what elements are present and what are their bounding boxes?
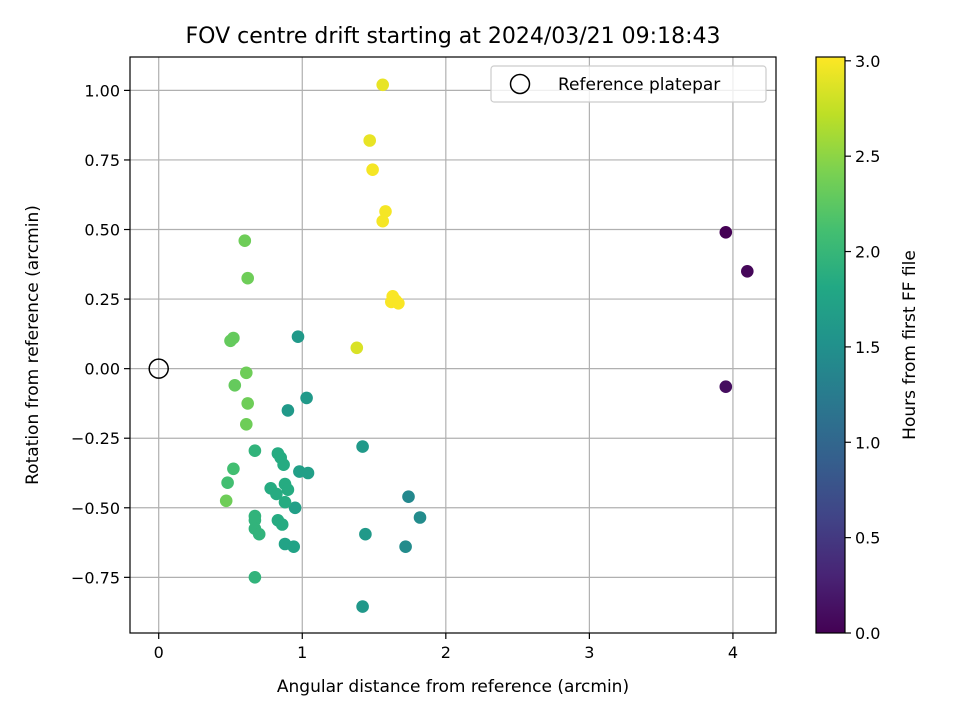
scatter-point xyxy=(281,404,295,417)
x-axis-ticks: 0 1 2 3 4 xyxy=(154,633,738,662)
scatter-point xyxy=(240,418,253,431)
scatter-point xyxy=(301,466,315,480)
colorbar-label: Hours from first FF file xyxy=(900,250,920,440)
y-tick-label: 0.75 xyxy=(84,151,120,170)
scatter-point xyxy=(399,540,412,553)
scatter-point xyxy=(413,511,427,524)
scatter-point xyxy=(228,379,242,392)
scatter-point xyxy=(392,297,405,310)
reference-platepar-marker xyxy=(148,358,169,379)
scatter-point xyxy=(240,366,253,380)
colorbar-tick-label: 2.5 xyxy=(855,147,880,166)
colorbar-tick-label: 3.0 xyxy=(855,52,880,71)
scatter-point xyxy=(402,490,415,504)
legend-box xyxy=(490,65,767,103)
colorbar: 0.0 0.5 1.0 1.5 2.0 2.5 3.0 Hours from first F… xyxy=(815,52,920,643)
plot-frame xyxy=(129,56,777,634)
scatter-point xyxy=(238,234,252,247)
scatter-point xyxy=(356,440,369,453)
scatter-point xyxy=(379,205,392,218)
scatter-point xyxy=(376,78,390,92)
scatter-point xyxy=(366,163,379,176)
x-tick-label: 3 xyxy=(584,643,594,662)
scatter-point xyxy=(300,391,313,405)
scatter-point xyxy=(291,330,305,344)
y-tick-label: 0.50 xyxy=(84,221,120,240)
scatter-point xyxy=(219,494,233,508)
scatter-point xyxy=(252,527,266,541)
y-tick-label: −0.50 xyxy=(71,499,120,518)
scatter-point xyxy=(719,380,733,394)
x-tick-label: 4 xyxy=(728,643,738,662)
legend-label-reference-platepar: Reference platepar xyxy=(558,75,720,95)
scatter-point xyxy=(278,495,292,509)
scatter-point xyxy=(359,527,372,541)
y-tick-label: 0.25 xyxy=(84,290,120,309)
scatter-point xyxy=(287,540,301,553)
data-points xyxy=(219,78,754,613)
y-axis-ticks: −0.75 −0.50 −0.25 0.00 0.25 0.50 0.75 1.00 xyxy=(71,81,130,587)
y-tick-label: 0.00 xyxy=(84,360,120,379)
reference-marker-group xyxy=(148,358,169,379)
y-tick-label: −0.25 xyxy=(71,429,120,448)
scatter-point xyxy=(248,571,262,584)
scatter-point xyxy=(275,518,289,531)
x-tick-label: 1 xyxy=(297,643,307,662)
scatter-point xyxy=(241,397,254,410)
chart-title: FOV centre drift starting at 2024/03/21 … xyxy=(186,24,721,49)
scatter-point xyxy=(277,458,290,472)
scatter-point xyxy=(227,462,240,476)
legend-marker-open-circle xyxy=(509,73,531,95)
colorbar-tick-label: 0.5 xyxy=(855,529,880,548)
scatter-point xyxy=(350,341,364,355)
colorbar-tick-label: 1.5 xyxy=(855,338,880,357)
scatter-point xyxy=(288,501,302,515)
scatter-point xyxy=(270,487,283,501)
legend: Reference platepar xyxy=(490,65,767,103)
scatter-point xyxy=(719,226,733,239)
scatter-point xyxy=(376,214,390,228)
colorbar-gradient xyxy=(815,56,846,634)
scatter-point xyxy=(241,271,254,285)
y-axis-label: Rotation from reference (arcmin) xyxy=(23,205,43,485)
x-tick-label: 0 xyxy=(154,643,164,662)
colorbar-tick-label: 1.0 xyxy=(855,433,880,452)
scatter-point xyxy=(227,331,240,345)
x-tick-label: 2 xyxy=(441,643,451,662)
colorbar-ticks: 0.0 0.5 1.0 1.5 2.0 2.5 3.0 xyxy=(845,52,880,643)
scatter-point xyxy=(221,476,234,490)
scatter-point xyxy=(356,600,369,613)
colorbar-tick-label: 0.0 xyxy=(855,624,880,643)
y-tick-label: 1.00 xyxy=(84,81,120,100)
y-tick-label: −0.75 xyxy=(71,568,120,587)
scatter-point xyxy=(363,134,377,147)
scatter-point xyxy=(281,483,295,497)
x-axis-label: Angular distance from reference (arcmin) xyxy=(277,677,629,697)
scatter-point xyxy=(741,265,754,278)
scatter-point xyxy=(248,444,262,458)
colorbar-tick-label: 2.0 xyxy=(855,243,880,262)
